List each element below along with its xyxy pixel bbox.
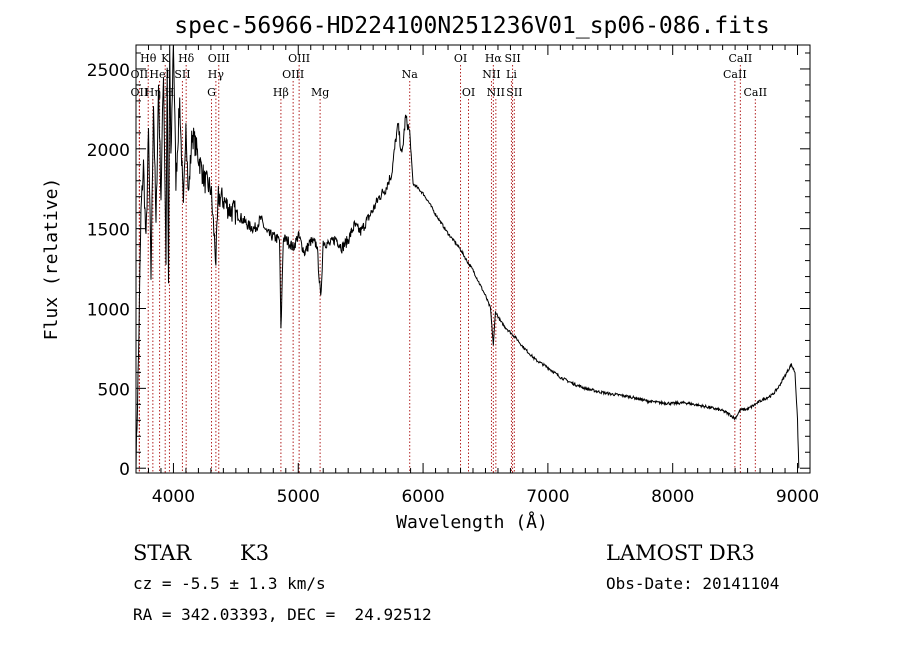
emission-line-markers [138,65,756,473]
spectral-subclass: K3 [240,541,269,565]
emission-line-label: CaII [729,52,753,65]
x-tick-label: 7000 [526,487,569,507]
chart-title: spec-56966-HD224100N251236V01_sp06-086.f… [174,13,769,39]
emission-line-label: SII [506,86,522,99]
emission-line-label: OI [454,52,467,65]
y-tick-label: 1000 [87,301,130,321]
x-tick-label: 8000 [651,487,694,507]
y-tick-label: 2000 [87,141,130,161]
spectrum-line [135,44,800,474]
emission-line-label: NII [487,86,505,99]
emission-line-label: Hθ [140,52,157,65]
emission-line-label: Na [402,68,419,81]
emission-line-label: Hγ [208,68,225,81]
emission-line-label: G [207,86,216,99]
y-tick-label: 0 [119,460,130,480]
coordinates: RA = 342.03393, DEC = 24.92512 [133,605,432,624]
y-tick-label: 500 [98,380,130,400]
emission-line-label: HeI [149,68,169,81]
emission-line-label: Hδ [178,52,195,65]
y-tick-label: 1500 [87,221,130,241]
y-axis: 0 500 1000 1500 2000 2500 [87,52,810,480]
emission-line-label: OIII [288,52,310,65]
emission-line-label: Li [506,68,517,81]
survey-name: LAMOST DR3 [606,541,755,565]
x-tick-label: 6000 [401,487,444,507]
emission-line-label: Hη [145,86,161,99]
x-tick-label: 9000 [776,487,819,507]
x-axis-label: Wavelength (Å) [396,511,548,533]
emission-line-label: NII [482,68,500,81]
x-axis: 4000 5000 6000 7000 8000 9000 [135,45,819,507]
emission-line-label: OIII [208,52,230,65]
emission-line-label: OII [131,86,149,99]
observation-date: Obs-Date: 20141104 [606,574,779,593]
emission-line-label: OIII [282,68,304,81]
y-axis-label: Flux (relative) [41,178,62,341]
object-type: STAR [133,541,192,565]
x-tick-label: 4000 [152,487,195,507]
emission-line-label: SII [174,68,190,81]
emission-line-label: OII [131,68,149,81]
emission-line-label: SII [504,52,520,65]
emission-line-label: CaII [743,86,767,99]
x-tick-label: 5000 [277,487,320,507]
emission-line-label: OI [462,86,475,99]
emission-line-label: Mg [311,86,329,99]
emission-line-label: CaII [723,68,747,81]
emission-line-label: K [161,52,170,65]
redshift-value: cz = -5.5 ± 1.3 km/s [133,574,326,593]
emission-line-label: Hβ [273,86,289,99]
emission-line-label: Hα [485,52,503,65]
y-tick-label: 2500 [87,61,130,81]
